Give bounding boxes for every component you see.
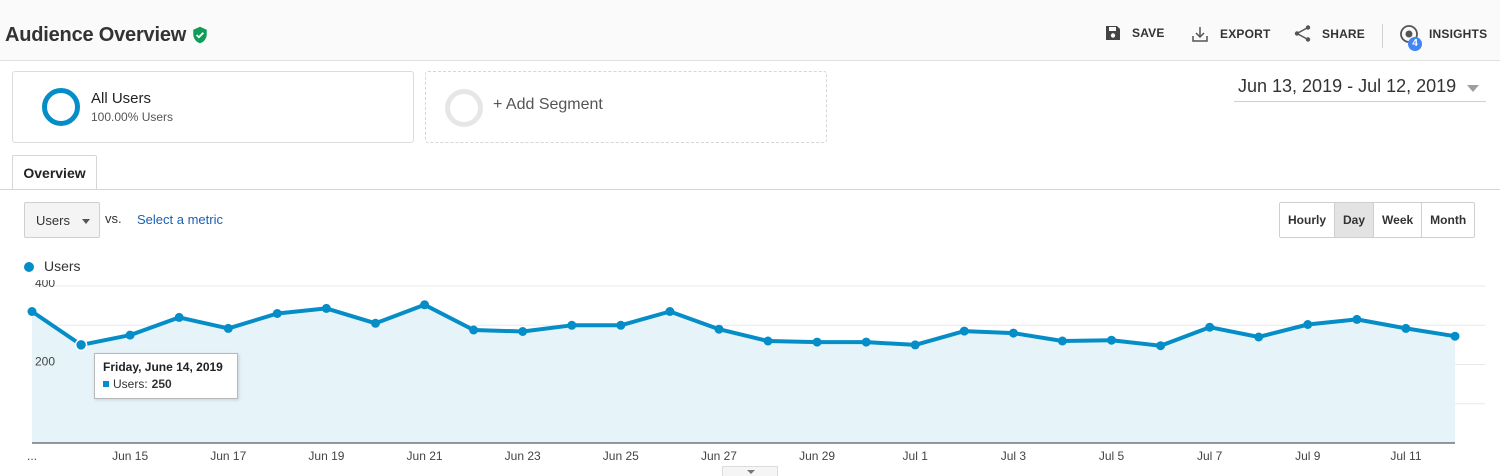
x-tick-label: Jun 15 <box>112 449 148 463</box>
tab-divider <box>0 189 1500 190</box>
chevron-down-icon <box>82 219 90 224</box>
x-tick-label: Jun 21 <box>407 449 443 463</box>
add-segment-label: + Add Segment <box>493 96 603 113</box>
chart-tooltip: Friday, June 14, 2019 Users: 250 <box>94 353 238 399</box>
data-point-jul-12 <box>1450 331 1460 341</box>
vs-label: vs. <box>105 211 122 226</box>
metric-dropdown-value: Users <box>36 213 70 228</box>
granularity-hourly-button[interactable]: Hourly <box>1280 203 1335 237</box>
data-point-jun-14 <box>74 338 88 352</box>
data-point-jul-7 <box>1205 322 1215 332</box>
data-point-jun-28 <box>763 336 773 346</box>
date-range-picker[interactable]: Jun 13, 2019 - Jul 12, 2019 <box>1234 76 1486 102</box>
date-range-text: Jun 13, 2019 - Jul 12, 2019 <box>1238 76 1457 96</box>
data-point-jul-4 <box>1057 336 1067 346</box>
data-point-jun-25 <box>616 320 626 330</box>
insights-count-badge: 4 <box>1408 37 1422 51</box>
segment-all-users[interactable]: All Users 100.00% Users <box>12 71 414 143</box>
granularity-week-button[interactable]: Week <box>1373 203 1422 237</box>
data-point-jul-5 <box>1107 335 1116 345</box>
x-tick-label: Jun 17 <box>210 449 246 463</box>
verified-shield-icon <box>193 26 207 44</box>
tooltip-row: Users: 250 <box>103 377 229 391</box>
x-tick-label: Jun 29 <box>799 449 835 463</box>
data-point-jul-3 <box>1008 328 1018 338</box>
data-point-jul-11 <box>1401 323 1411 333</box>
data-point-jul-9 <box>1303 320 1313 329</box>
data-point-jun-13 <box>27 307 37 316</box>
report-header: Audience Overview SAVE EXPORT SHARE <box>0 0 1500 61</box>
granularity-toggle: Hourly Day Week Month <box>1279 202 1476 238</box>
x-tick-label: Jun 23 <box>505 449 541 463</box>
granularity-day-button[interactable]: Day <box>1334 203 1374 237</box>
data-point-jun-23 <box>518 327 528 336</box>
users-area-fill <box>32 304 1455 443</box>
data-point-jul-6 <box>1156 341 1166 351</box>
data-point-jun-18 <box>272 309 282 318</box>
share-icon <box>1294 25 1311 42</box>
data-point-jun-19 <box>321 303 331 313</box>
page-title: Audience Overview <box>5 24 187 46</box>
tab-overview[interactable]: Overview <box>12 155 97 190</box>
actions-divider <box>1382 24 1383 48</box>
save-button[interactable]: SAVE <box>1104 24 1165 42</box>
share-button[interactable]: SHARE <box>1293 24 1365 43</box>
export-button[interactable]: EXPORT <box>1190 24 1271 44</box>
x-tick-label: Jul 9 <box>1295 449 1321 463</box>
x-tick-label: Jun 19 <box>308 449 344 463</box>
legend-users-label[interactable]: Users <box>44 258 81 274</box>
data-point-jun-21 <box>420 300 430 310</box>
y-tick-label: 200 <box>35 355 55 369</box>
tooltip-series-swatch <box>103 381 109 387</box>
metric-dropdown[interactable]: Users <box>24 202 100 238</box>
x-tick-label: Jul 11 <box>1390 449 1421 463</box>
x-tick-label: Jun 25 <box>603 449 639 463</box>
data-point-jun-30 <box>861 337 871 347</box>
data-point-jun-22 <box>469 325 479 335</box>
granularity-month-button[interactable]: Month <box>1421 203 1475 237</box>
data-point-jun-29 <box>812 337 822 347</box>
data-point-jul-10 <box>1352 314 1362 324</box>
tooltip-value: 250 <box>151 377 172 391</box>
data-point-jun-24 <box>567 320 577 330</box>
data-point-jun-17 <box>223 323 233 333</box>
tooltip-label: Users: <box>113 377 148 391</box>
x-tick-label: Jul 7 <box>1197 449 1223 463</box>
users-line-chart: 400 200... Jun 15 Jun 17 Jun 19 Jun 21 Jun 23 J… <box>27 280 1485 463</box>
x-tick-label: ... <box>27 449 37 463</box>
data-point-jul-2 <box>959 326 969 336</box>
data-point-jun-26 <box>665 307 675 316</box>
data-point-jun-16 <box>174 312 184 322</box>
data-point-jun-15 <box>125 330 135 340</box>
data-point-jul-8 <box>1254 332 1264 342</box>
legend-users-dot <box>24 262 34 272</box>
data-point-jul-1 <box>910 340 920 350</box>
expand-table-toggle[interactable] <box>722 466 778 476</box>
select-metric-link[interactable]: Select a metric <box>137 212 223 227</box>
empty-segment-ring-icon <box>445 89 483 127</box>
add-segment-button[interactable]: + Add Segment <box>425 71 827 143</box>
segment-name: All Users <box>91 90 152 107</box>
tooltip-date: Friday, June 14, 2019 <box>103 360 223 374</box>
save-icon <box>1106 26 1120 40</box>
chevron-down-icon <box>1467 85 1479 92</box>
data-point-jun-27 <box>714 324 724 334</box>
export-download-icon <box>1192 27 1208 42</box>
users-series-line <box>30 302 1456 348</box>
data-point-jun-20 <box>371 318 380 328</box>
segment-ring-icon <box>42 88 80 126</box>
x-tick-label: Jul 3 <box>1001 449 1027 463</box>
chevron-down-icon <box>747 470 755 474</box>
x-tick-label: Jul 5 <box>1099 449 1125 463</box>
segment-detail: 100.00% Users <box>91 110 174 124</box>
x-tick-label: Jul 1 <box>903 449 929 463</box>
x-tick-label: Jun 27 <box>701 449 737 463</box>
y-tick-label: 400 <box>35 280 55 290</box>
